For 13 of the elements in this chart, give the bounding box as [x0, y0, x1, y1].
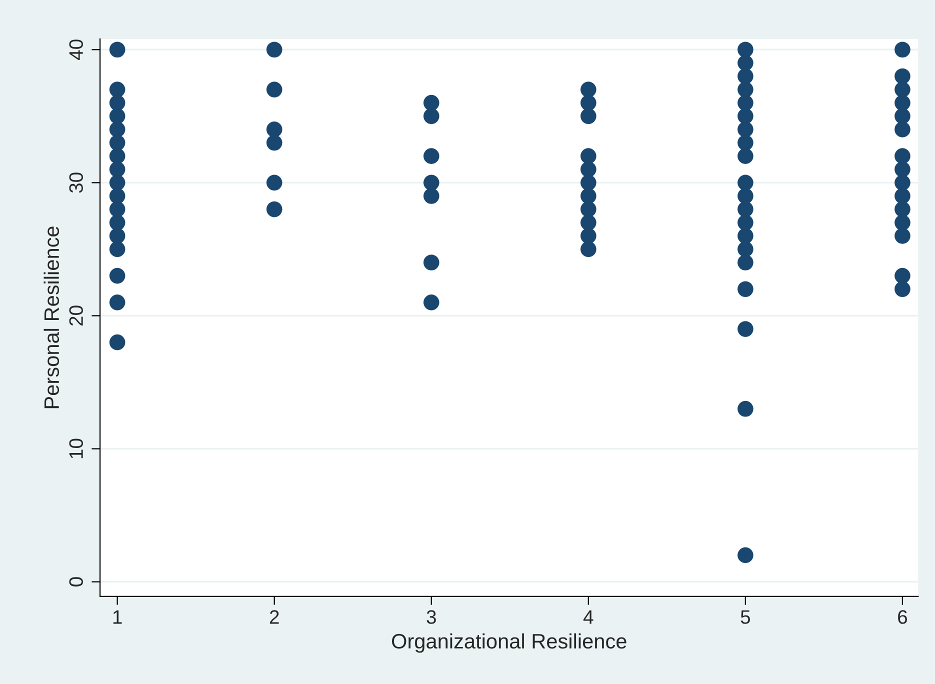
x-tick-label: 4: [583, 610, 594, 624]
y-axis-title: Personal Resilience: [44, 226, 60, 408]
x-tick-label: 2: [270, 610, 279, 624]
y-tick-label: 30: [69, 172, 84, 193]
y-tick-label: 40: [69, 40, 84, 60]
x-tick-label: 3: [426, 610, 436, 624]
x-tick-label: 5: [740, 610, 750, 624]
y-tick-label: 20: [69, 306, 84, 326]
y-tick-label: 10: [69, 438, 84, 458]
x-tick-label: 1: [113, 610, 122, 624]
x-axis-title: Organizational Resilience: [392, 633, 626, 653]
y-tick-label: 0: [69, 577, 84, 586]
x-tick-label: 6: [898, 610, 908, 624]
